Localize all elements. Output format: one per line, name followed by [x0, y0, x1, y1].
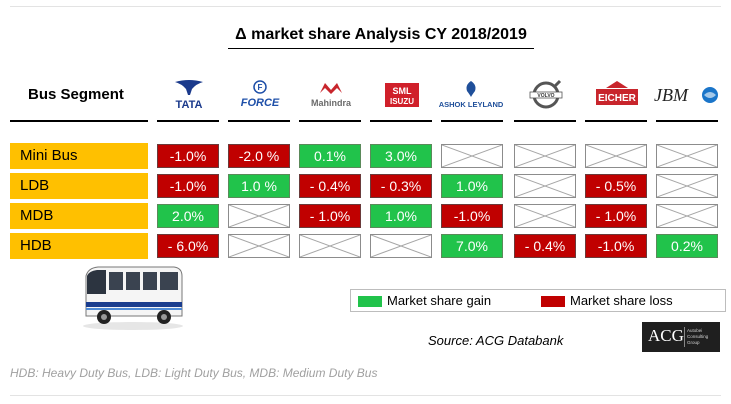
- cross-icon: [300, 235, 360, 257]
- acg-logo-subtext: Autobei Consulting Group: [687, 328, 709, 345]
- loss-cell: -2.0 %: [228, 144, 290, 168]
- gain-cell: 7.0%: [441, 234, 503, 258]
- empty-cell: [585, 144, 647, 168]
- cross-icon: [371, 235, 431, 257]
- cross-icon: [229, 205, 289, 227]
- bus-icon: [78, 262, 188, 332]
- force-logo-text: FORCE: [241, 97, 280, 109]
- mahindra-logo: Mahindra: [297, 78, 365, 112]
- gain-cell: 1.0 %: [228, 174, 290, 198]
- brand-underline: [299, 120, 361, 122]
- svg-text:ISUZU: ISUZU: [390, 97, 414, 106]
- brand-underline: [656, 120, 718, 122]
- legend: Market share gain Market share loss: [350, 289, 726, 312]
- sml-isuzu-logo: SML ISUZU: [368, 78, 436, 112]
- segment-header-underline: [10, 120, 148, 122]
- legend-loss-label: Market share loss: [570, 293, 673, 308]
- loss-cell: - 0.4%: [299, 174, 361, 198]
- acg-logo: ACG Autobei Consulting Group: [642, 322, 720, 352]
- empty-cell: [656, 144, 718, 168]
- gain-cell: 1.0%: [441, 174, 503, 198]
- cross-icon: [229, 235, 289, 257]
- svg-text:F: F: [258, 83, 263, 92]
- ashok-leyland-logo-text: ASHOK LEYLAND: [439, 100, 504, 109]
- source-note: Source: ACG Databank: [428, 333, 564, 348]
- gain-cell: 1.0%: [370, 204, 432, 228]
- cross-icon: [515, 205, 575, 227]
- bottom-divider: [10, 395, 721, 396]
- volvo-logo: VOLVO: [512, 78, 580, 112]
- empty-cell: [441, 144, 503, 168]
- cross-icon: [515, 175, 575, 197]
- svg-text:SML: SML: [393, 86, 413, 96]
- gain-cell: 3.0%: [370, 144, 432, 168]
- empty-cell: [656, 204, 718, 228]
- empty-cell: [370, 234, 432, 258]
- legend-loss-swatch: [541, 296, 565, 307]
- chart-title: Δ market share Analysis CY 2018/2019: [228, 26, 534, 49]
- cross-icon: [657, 175, 717, 197]
- empty-cell: [228, 204, 290, 228]
- brand-underline: [157, 120, 219, 122]
- loss-cell: - 1.0%: [585, 204, 647, 228]
- tata-logo-text: TATA: [176, 99, 203, 111]
- segment-label: Mini Bus: [10, 143, 148, 169]
- loss-cell: -1.0%: [441, 204, 503, 228]
- brand-underline: [370, 120, 432, 122]
- legend-gain-label: Market share gain: [387, 293, 492, 308]
- segment-label: HDB: [10, 233, 148, 259]
- cross-icon: [442, 145, 502, 167]
- loss-cell: - 0.5%: [585, 174, 647, 198]
- segment-label: MDB: [10, 203, 148, 229]
- brand-underline: [441, 120, 503, 122]
- segment-label: LDB: [10, 173, 148, 199]
- gain-cell: 2.0%: [157, 204, 219, 228]
- brand-underline: [514, 120, 576, 122]
- cross-icon: [657, 205, 717, 227]
- cross-icon: [657, 145, 717, 167]
- ashok-leyland-logo: ASHOK LEYLAND: [433, 78, 509, 112]
- gain-cell: 0.1%: [299, 144, 361, 168]
- mahindra-logo-text: Mahindra: [311, 98, 352, 108]
- jbm-logo-text: JBM: [654, 85, 689, 105]
- legend-gain-swatch: [358, 296, 382, 307]
- loss-cell: -1.0%: [585, 234, 647, 258]
- empty-cell: [514, 174, 576, 198]
- footnote: HDB: Heavy Duty Bus, LDB: Light Duty Bus…: [10, 366, 378, 380]
- empty-cell: [228, 234, 290, 258]
- loss-cell: -1.0%: [157, 144, 219, 168]
- force-logo: F FORCE: [226, 78, 294, 112]
- loss-cell: - 0.3%: [370, 174, 432, 198]
- loss-cell: - 1.0%: [299, 204, 361, 228]
- brand-underline: [228, 120, 290, 122]
- tata-logo: TATA: [155, 78, 223, 112]
- cross-icon: [515, 145, 575, 167]
- gain-cell: 0.2%: [656, 234, 718, 258]
- loss-cell: - 0.4%: [514, 234, 576, 258]
- cross-icon: [586, 145, 646, 167]
- empty-cell: [299, 234, 361, 258]
- loss-cell: -1.0%: [157, 174, 219, 198]
- segment-header: Bus Segment: [28, 86, 124, 103]
- jbm-logo: JBM: [650, 78, 722, 112]
- top-divider: [10, 6, 721, 7]
- empty-cell: [514, 204, 576, 228]
- svg-text:VOLVO: VOLVO: [537, 93, 554, 99]
- brand-underline: [585, 120, 647, 122]
- loss-cell: - 6.0%: [157, 234, 219, 258]
- empty-cell: [514, 144, 576, 168]
- acg-logo-text: ACG: [648, 326, 684, 345]
- eicher-logo: EICHER: [583, 78, 651, 112]
- eicher-logo-text: EICHER: [598, 93, 637, 104]
- empty-cell: [656, 174, 718, 198]
